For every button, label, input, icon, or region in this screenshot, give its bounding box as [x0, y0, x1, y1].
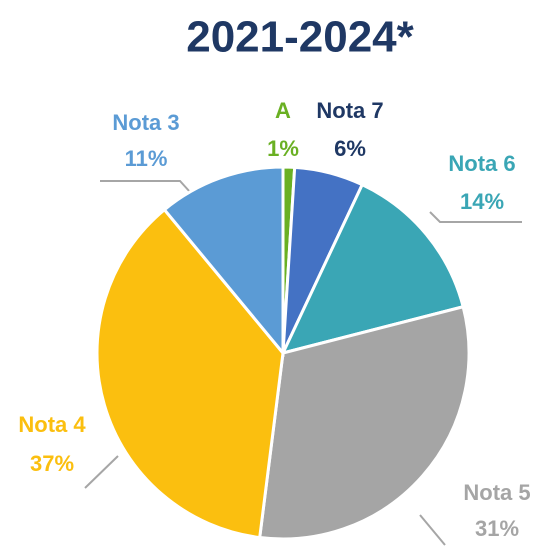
leader-lines — [84, 180, 522, 546]
slice-value: 11% — [125, 146, 168, 171]
pie-slice — [95, 207, 285, 540]
slice-value: 31% — [475, 516, 519, 541]
slice-value: 6% — [334, 136, 366, 161]
slice-name: Nota 3 — [112, 110, 179, 135]
slice-value: 14% — [460, 189, 504, 214]
chart-title: 2021-2024* — [186, 13, 414, 62]
slice-value: 37% — [30, 451, 74, 476]
slice-name: Nota 4 — [18, 412, 86, 437]
pie-slice — [162, 165, 285, 358]
slice-name: Nota 7 — [316, 98, 383, 123]
slice-value: 1% — [267, 136, 299, 161]
pie-slice — [280, 182, 465, 356]
leader-line — [100, 180, 191, 193]
slice-name: Nota 5 — [463, 480, 530, 505]
leader-line — [429, 211, 522, 223]
leader-line — [419, 514, 446, 546]
slice-name: A — [275, 98, 291, 123]
leader-line — [84, 455, 119, 489]
slice-name: Nota 6 — [448, 151, 515, 176]
pie-slice — [258, 304, 471, 541]
